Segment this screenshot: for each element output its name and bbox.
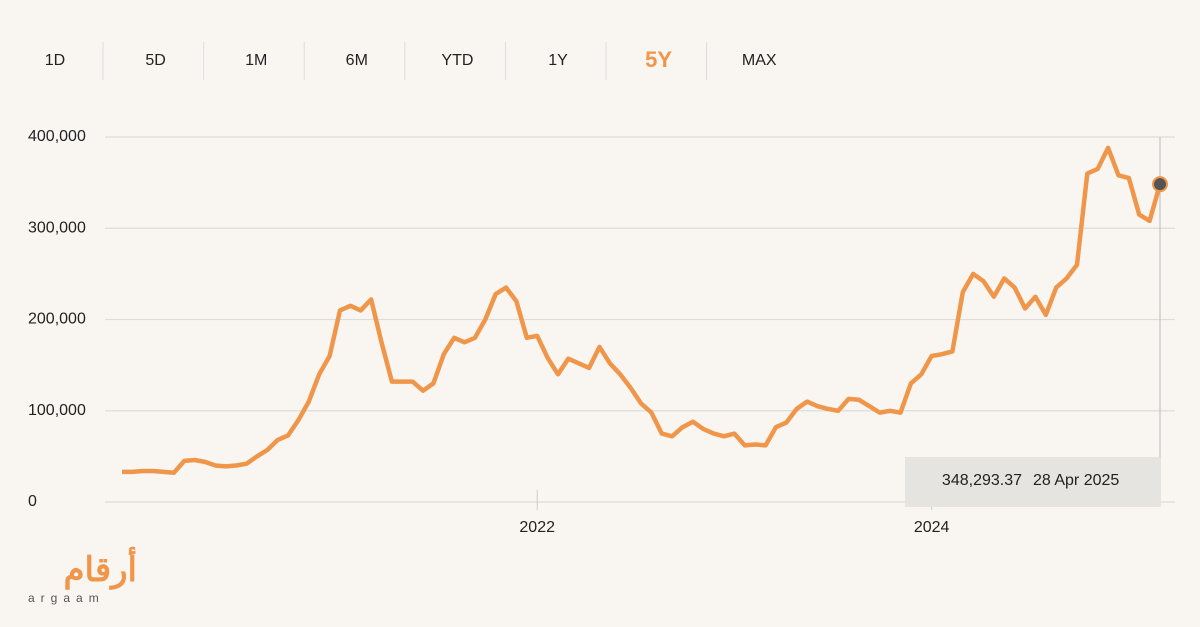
y-tick-label: 100,000: [28, 402, 86, 419]
x-tick-label: 2024: [914, 519, 950, 536]
range-tab[interactable]: 1Y: [548, 52, 568, 69]
range-tab[interactable]: 1D: [45, 52, 65, 69]
tooltip-date: 28 Apr 2025: [1033, 472, 1119, 489]
range-tab[interactable]: 5Y: [645, 47, 672, 72]
range-tab[interactable]: 1M: [245, 52, 267, 69]
price-line: [122, 145, 1163, 476]
logo-arabic: أرقام: [63, 547, 137, 590]
tooltip-box: [905, 457, 1161, 507]
tooltip-value: 348,293.37: [942, 472, 1022, 489]
y-tick-label: 200,000: [28, 311, 86, 328]
x-tick-label: 2022: [519, 519, 555, 536]
range-tab[interactable]: 5D: [145, 52, 165, 69]
y-tick-label: 400,000: [28, 128, 86, 145]
range-tab[interactable]: YTD: [441, 52, 473, 69]
end-marker: [1152, 176, 1168, 193]
y-tick-label: 300,000: [28, 219, 86, 236]
y-tick-label: 0: [28, 493, 37, 510]
logo-latin: argaam: [28, 591, 105, 605]
range-tab[interactable]: 6M: [346, 52, 368, 69]
range-tab[interactable]: MAX: [742, 52, 777, 69]
